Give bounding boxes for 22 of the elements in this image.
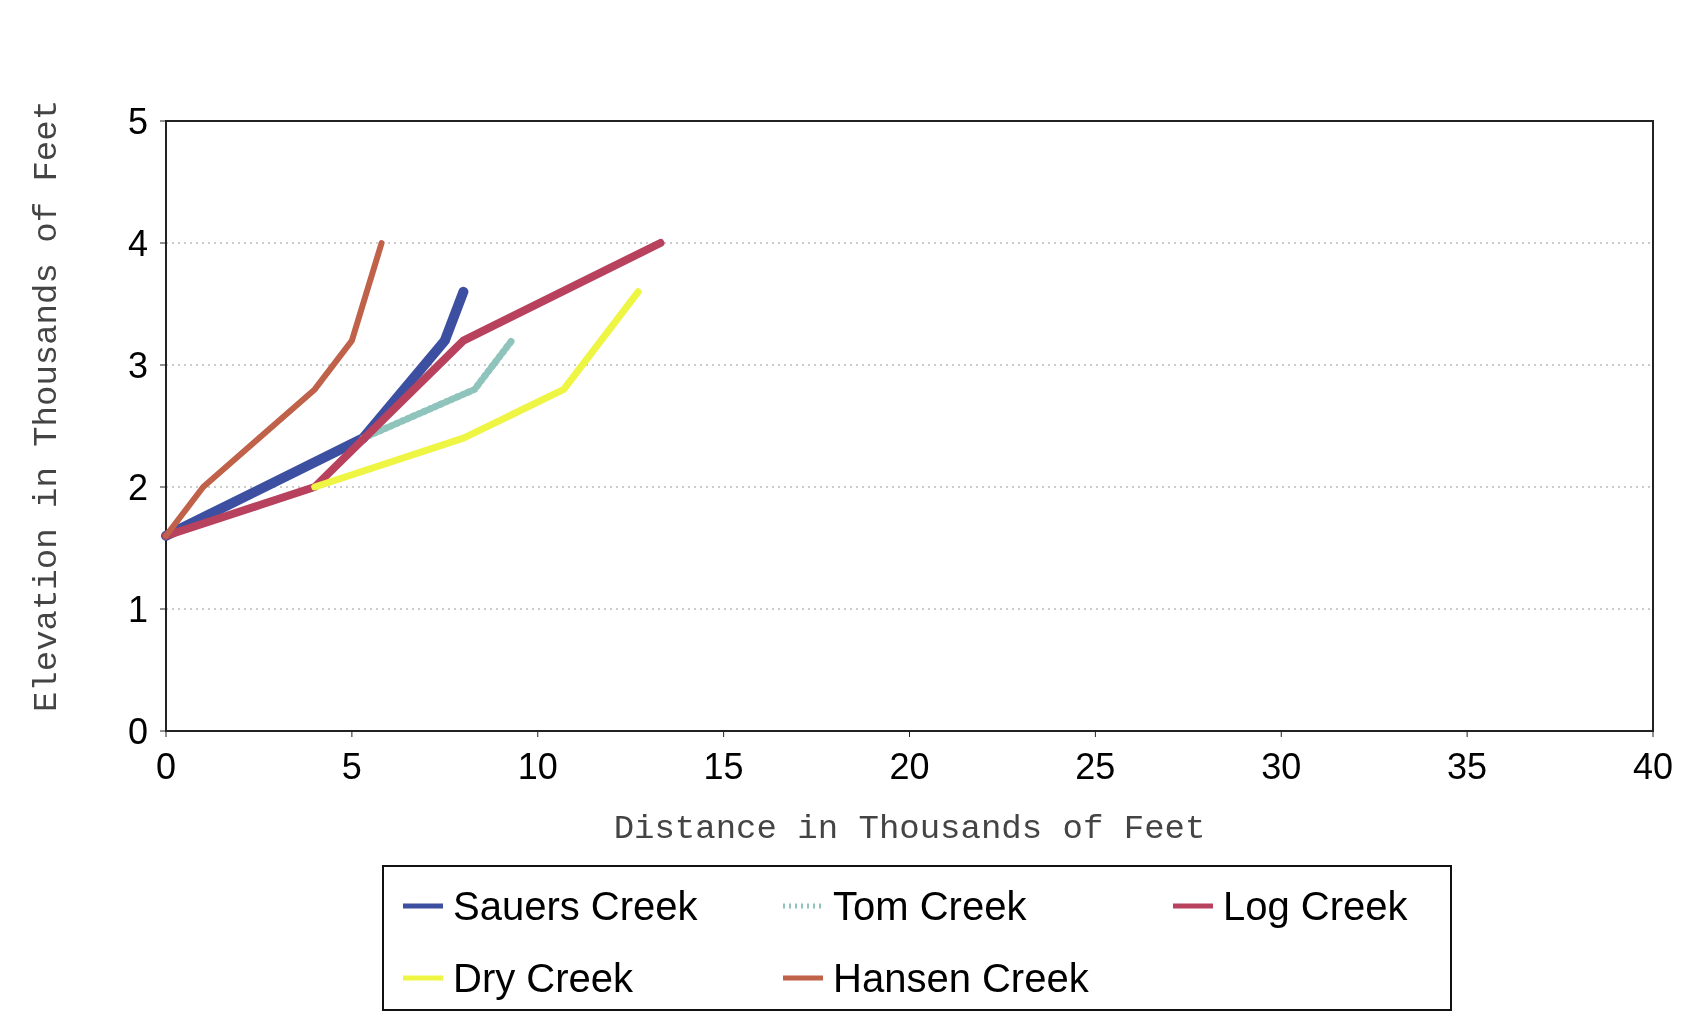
y-tick-label: 0 [127, 711, 148, 752]
y-tick-label: 5 [127, 101, 148, 142]
x-tick-label: 40 [1632, 746, 1674, 787]
x-axis-title: Distance in Thousands of Feet [613, 810, 1206, 848]
legend-label: Hansen Creek [833, 956, 1090, 1000]
y-tick-label: 2 [127, 467, 148, 508]
x-tick-label: 35 [1447, 746, 1488, 787]
x-tick-label: 15 [703, 746, 744, 787]
legend-label: Dry Creek [453, 956, 635, 1000]
x-tick-label: 30 [1261, 746, 1302, 787]
x-tick-label: 5 [341, 746, 362, 787]
y-tick-label: 1 [127, 589, 148, 630]
legend-label: Sauers Creek [453, 884, 699, 928]
y-tick-label: 3 [127, 345, 148, 386]
y-tick-label: 4 [127, 223, 148, 264]
y-axis-title: Elevation in Thousands of Feet [28, 99, 66, 713]
legend-label: Log Creek [1223, 884, 1409, 928]
legend-label: Tom Creek [833, 884, 1028, 928]
x-tick-label: 0 [155, 746, 177, 787]
x-tick-label: 10 [517, 746, 558, 787]
x-tick-label: 20 [889, 746, 930, 787]
x-tick-label: 25 [1075, 746, 1116, 787]
